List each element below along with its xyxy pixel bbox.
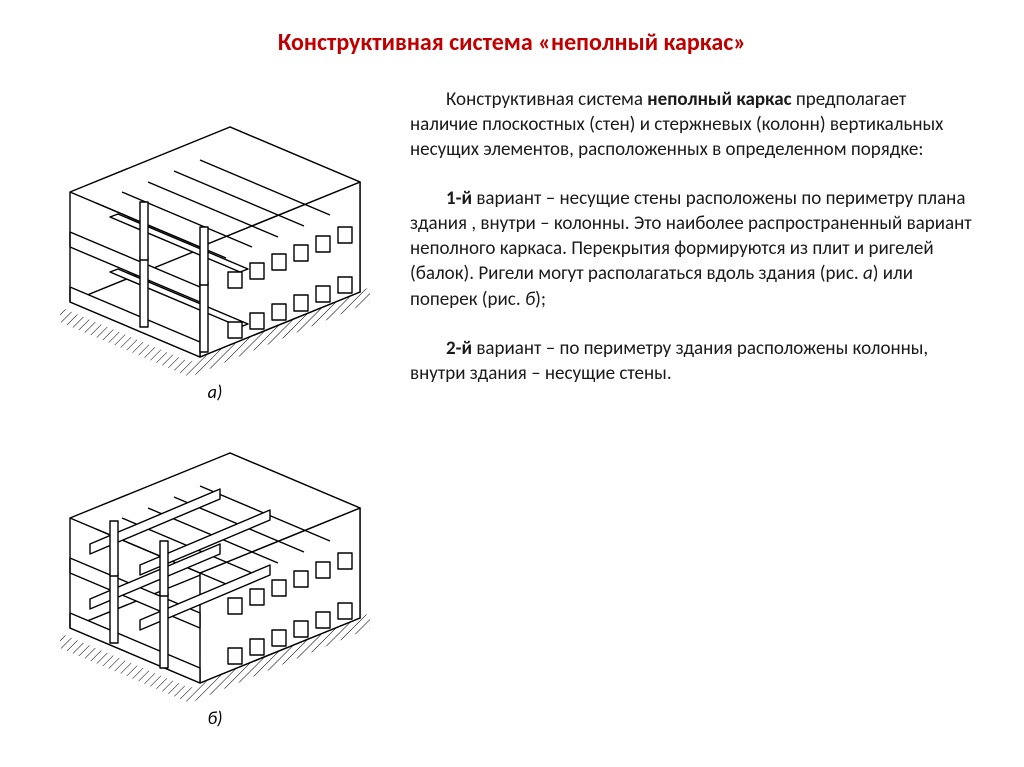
text-column: Конструктивная система неполный каркас п… [410, 87, 974, 739]
p2-bold: 1-й [446, 187, 472, 210]
p3-rest: вариант – по периметру здания расположен… [410, 337, 928, 385]
paragraph-variant-2: 2-й вариант – по периметру здания распол… [410, 336, 974, 386]
paragraph-variant-1: 1-й вариант – несущие стены расположены … [410, 186, 974, 311]
building-isometric-a [50, 87, 380, 387]
page-title: Конструктивная система «неполный каркас» [50, 28, 974, 57]
p2-close: ); [535, 288, 546, 311]
content-row: а) [50, 87, 974, 739]
p3-bold: 2-й [446, 337, 472, 360]
p2-it-a: а [863, 262, 873, 285]
figure-a: а) [50, 87, 380, 403]
figures-column: а) [50, 87, 380, 739]
building-isometric-b [50, 413, 380, 713]
p1-bold: неполный каркас [647, 88, 791, 111]
figure-b-label: б) [50, 707, 380, 729]
paragraph-intro: Конструктивная система неполный каркас п… [410, 87, 974, 162]
figure-b: б) [50, 413, 380, 729]
p2-it-b: б [525, 288, 535, 311]
p1-lead: Конструктивная система [446, 88, 647, 111]
figure-a-label: а) [50, 381, 380, 403]
